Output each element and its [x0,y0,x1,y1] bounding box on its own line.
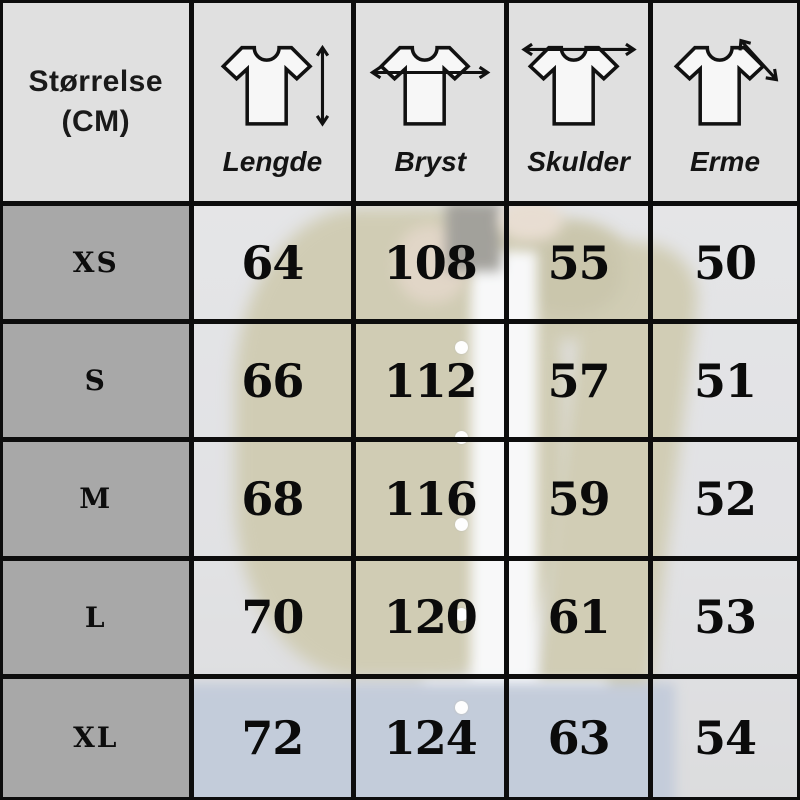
cell-l-erme: 53 [653,560,797,679]
row-label-xl: XL [3,678,194,797]
cell-xs-skulder: 55 [509,206,654,325]
size-column-title-line1: Størrelse [28,64,164,98]
cell-xl-lengde: 72 [193,678,357,797]
bryst-label: Bryst [394,146,467,177]
cell-xl-bryst: 124 [356,678,510,797]
cell-s-skulder: 57 [509,324,654,443]
photo-button [455,341,468,354]
row-label-l: L [3,560,194,679]
photo-button [455,608,468,621]
cell-s-lengde: 66 [193,324,357,443]
skulder-label: Skulder [527,146,630,177]
header-bryst-column: Bryst [356,3,510,206]
tshirt-shoulder-icon [520,42,637,126]
photo-neck [500,203,562,241]
cell-m-lengde: 68 [193,442,357,561]
cell-s-bryst: 112 [356,324,510,443]
header-size-column: Størrelse (CM) [3,3,194,206]
tshirt-sleeve-icon [673,38,779,126]
erme-label: Erme [689,146,761,177]
tshirt-length-icon [221,44,330,127]
cell-xl-skulder: 63 [509,678,654,797]
cell-l-skulder: 61 [509,560,654,679]
cell-m-erme: 52 [653,442,797,561]
row-label-s: S [3,324,194,443]
tshirt-chest-icon [369,45,491,126]
cell-xs-erme: 50 [653,206,797,325]
size-chart-grid: Størrelse (CM) Lengde Bryst Skulder [3,3,797,797]
size-column-title-line2: (CM) [61,105,131,138]
row-label-m: M [3,442,194,561]
cell-m-bryst: 116 [356,442,510,561]
cell-xl-erme: 54 [653,678,797,797]
cell-l-bryst: 120 [356,560,510,679]
cell-m-skulder: 59 [509,442,654,561]
photo-button [455,518,468,531]
header-erme-column: Erme [653,3,797,206]
header-skulder-column: Skulder [509,3,654,206]
photo-button [455,701,468,714]
model-photo-backdrop [3,203,797,797]
header-lengde-column: Lengde [193,3,357,206]
cell-xs-lengde: 64 [193,206,357,325]
cell-l-lengde: 70 [193,560,357,679]
lengde-label: Lengde [222,146,323,177]
cell-xs-bryst: 108 [356,206,510,325]
photo-phone [446,203,501,271]
cell-s-erme: 51 [653,324,797,443]
row-label-xs: XS [3,206,194,325]
photo-jeans [175,683,675,797]
